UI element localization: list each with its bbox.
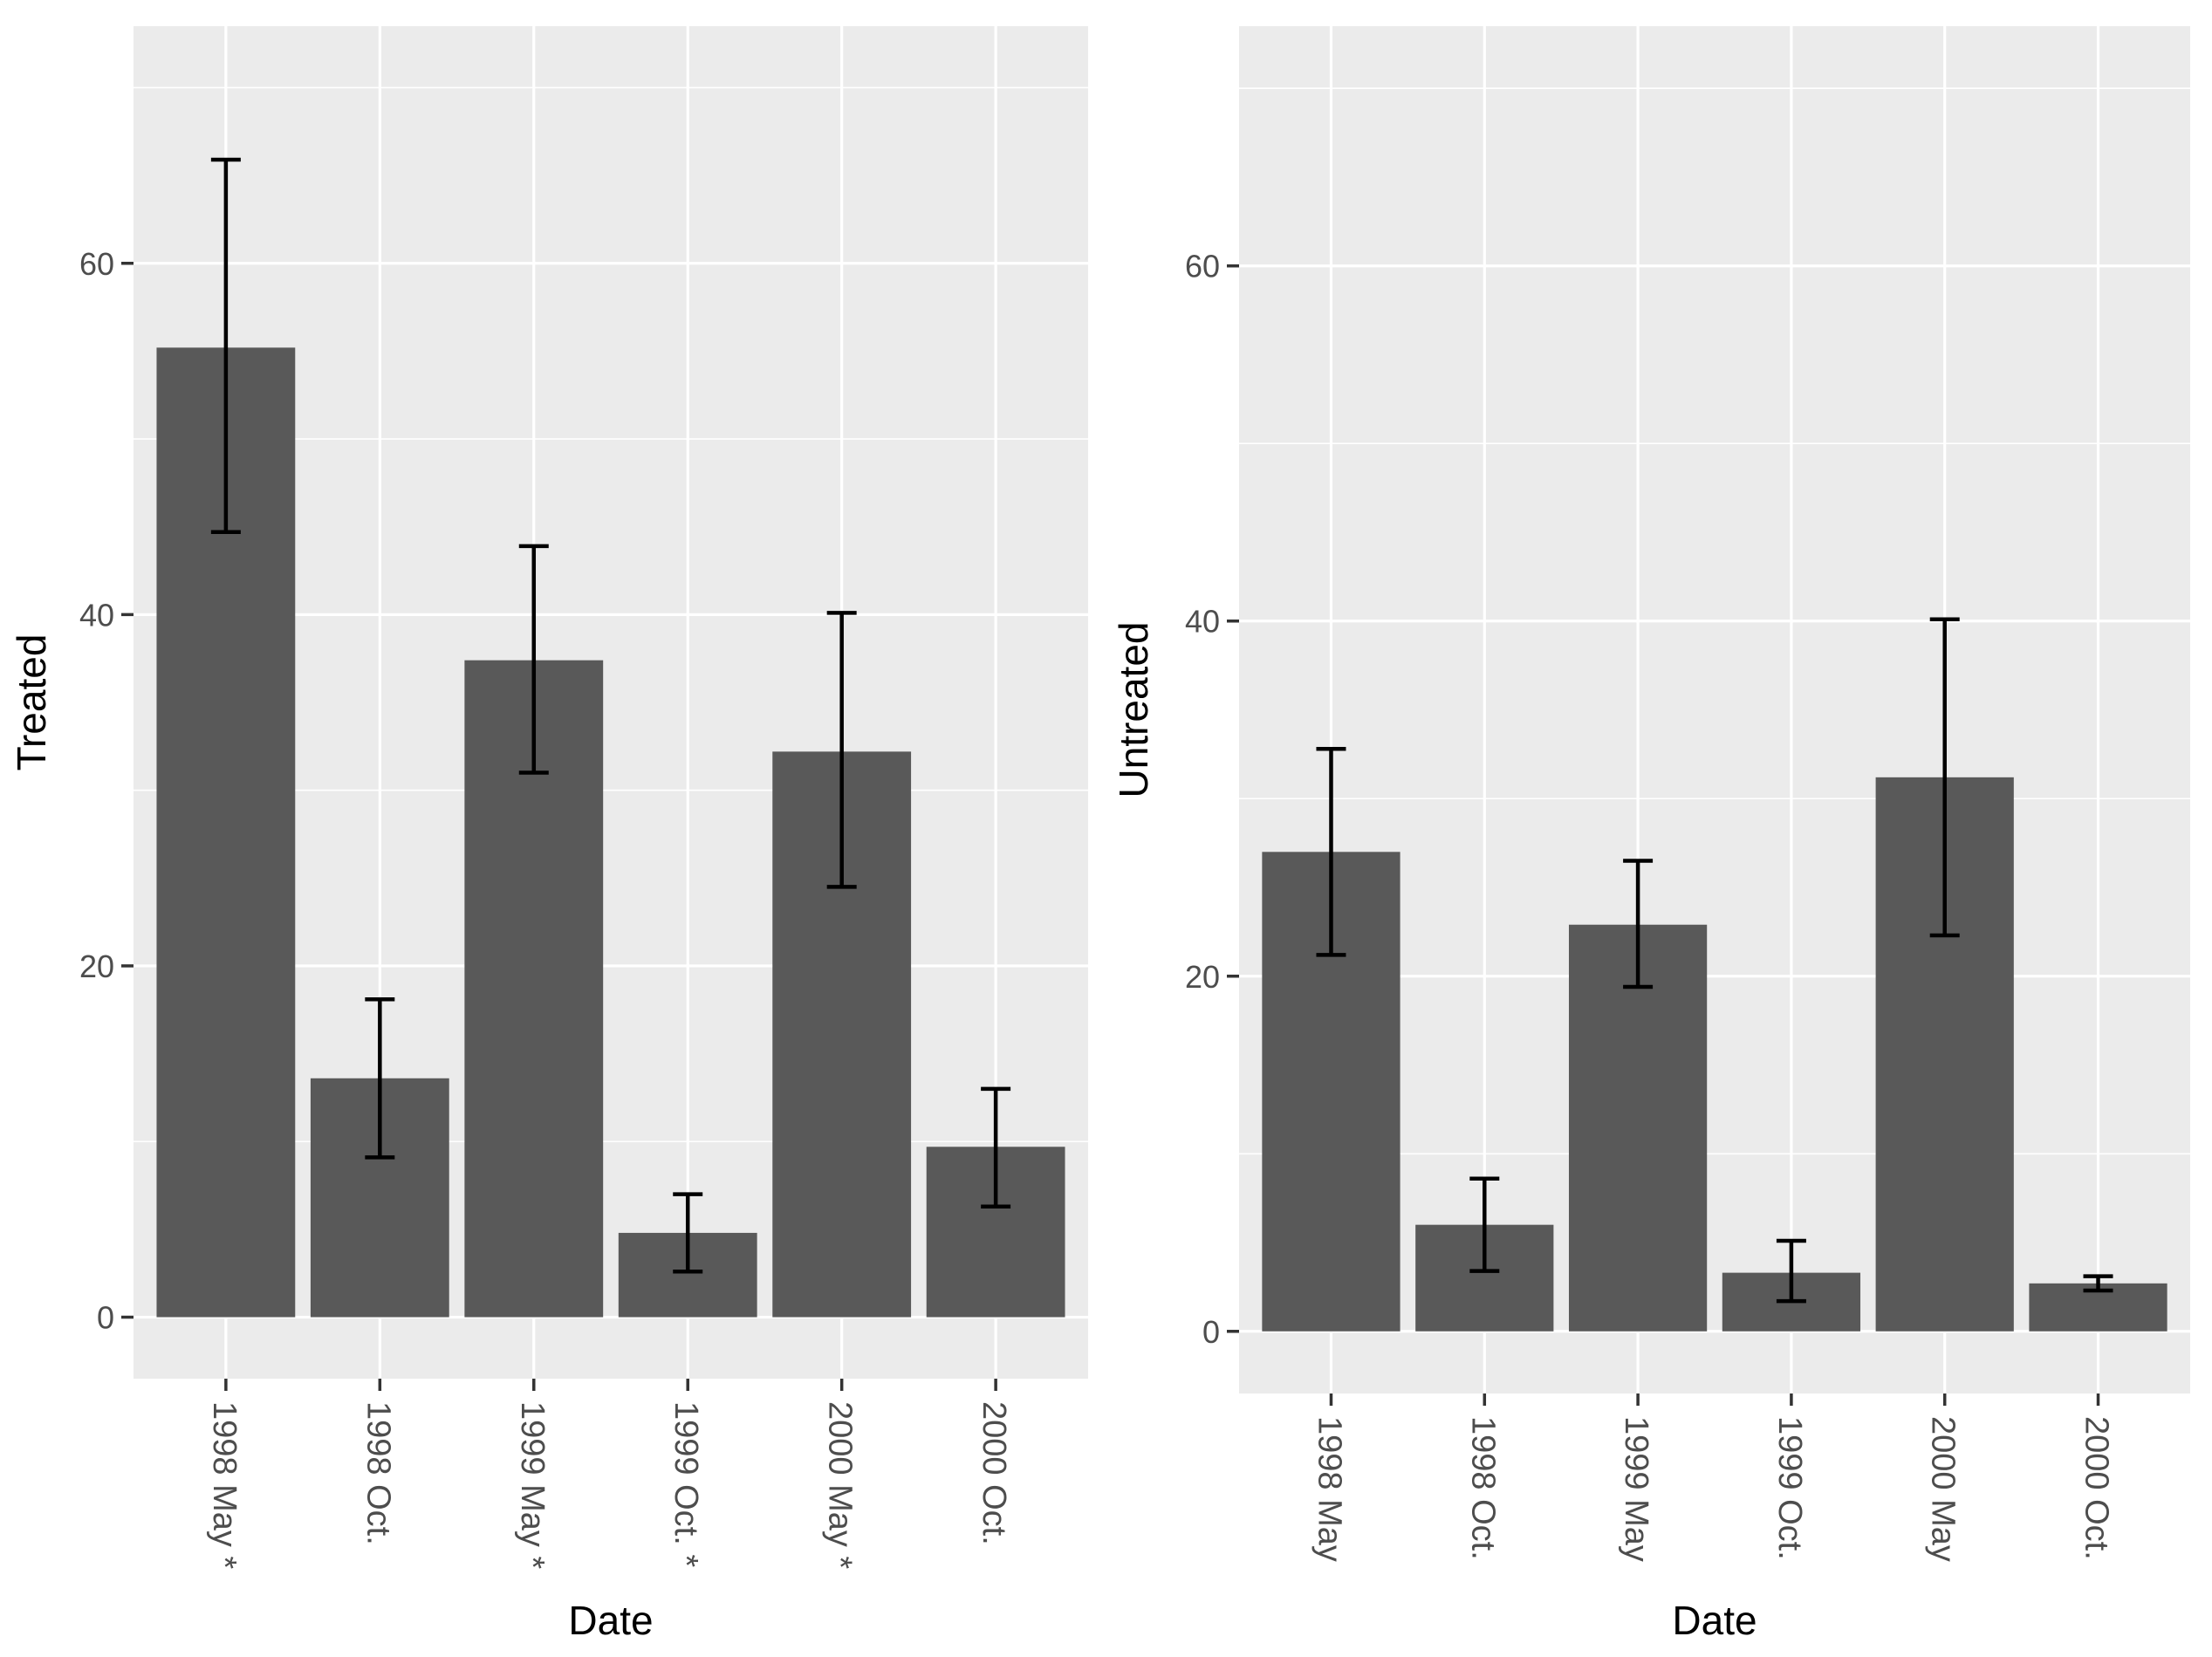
y-tick-label: 20 [79, 948, 114, 984]
y-tick-label: 40 [1185, 604, 1220, 640]
y-tick-label: 40 [79, 597, 114, 633]
error-bar [518, 544, 549, 775]
x-tick-label: 1999 Oct. * [668, 1401, 704, 1567]
error-bar [1929, 617, 1960, 938]
y-axis-title: Treated [9, 634, 54, 771]
error-bar [365, 996, 395, 1160]
y-tick-label: 0 [97, 1300, 114, 1336]
y-axis-title: Untreated [1111, 621, 1156, 798]
y-tick-label: 60 [79, 246, 114, 282]
error-bar [1776, 1238, 1806, 1304]
x-tick-label: 1999 May * [514, 1401, 551, 1569]
error-bar [2083, 1274, 2113, 1293]
bar [1568, 924, 1708, 1332]
y-tick-label: 20 [1185, 959, 1220, 995]
x-tick-label: 2000 Oct. [2078, 1416, 2115, 1560]
treated-panel: 0 20 40 60 1998 May * 1998 Oct. 1999 May * 1999… [9, 26, 1088, 1643]
untreated-panel: 0 20 40 60 1998 May 1998 Oct. 1999 May 1999 Oct… [1111, 26, 2190, 1643]
x-tick-label: 2000 May * [822, 1401, 859, 1569]
x-tick-label: 1998 May * [206, 1401, 243, 1569]
error-bar [210, 157, 241, 534]
y-tick-label: 60 [1185, 249, 1220, 284]
error-bar [1316, 747, 1346, 957]
x-axis-title: Date [568, 1598, 653, 1643]
error-bar [826, 611, 857, 889]
error-bar [981, 1086, 1011, 1209]
error-bar [1469, 1176, 1500, 1273]
x-axis-title: Date [1672, 1598, 1757, 1643]
x-tick-label: 1998 May [1311, 1416, 1347, 1562]
x-tick-label: 1998 Oct. [360, 1401, 396, 1545]
error-bar [673, 1192, 703, 1274]
x-tick-label: 1999 May [1618, 1416, 1654, 1562]
error-bar [1623, 859, 1654, 989]
y-tick-label: 0 [1202, 1314, 1220, 1350]
x-tick-label: 2000 May [1925, 1416, 1962, 1562]
x-tick-label: 1998 Oct. [1464, 1416, 1501, 1560]
x-tick-label: 1999 Oct. [1771, 1416, 1808, 1560]
x-tick-label: 2000 Oct. [976, 1401, 1012, 1545]
